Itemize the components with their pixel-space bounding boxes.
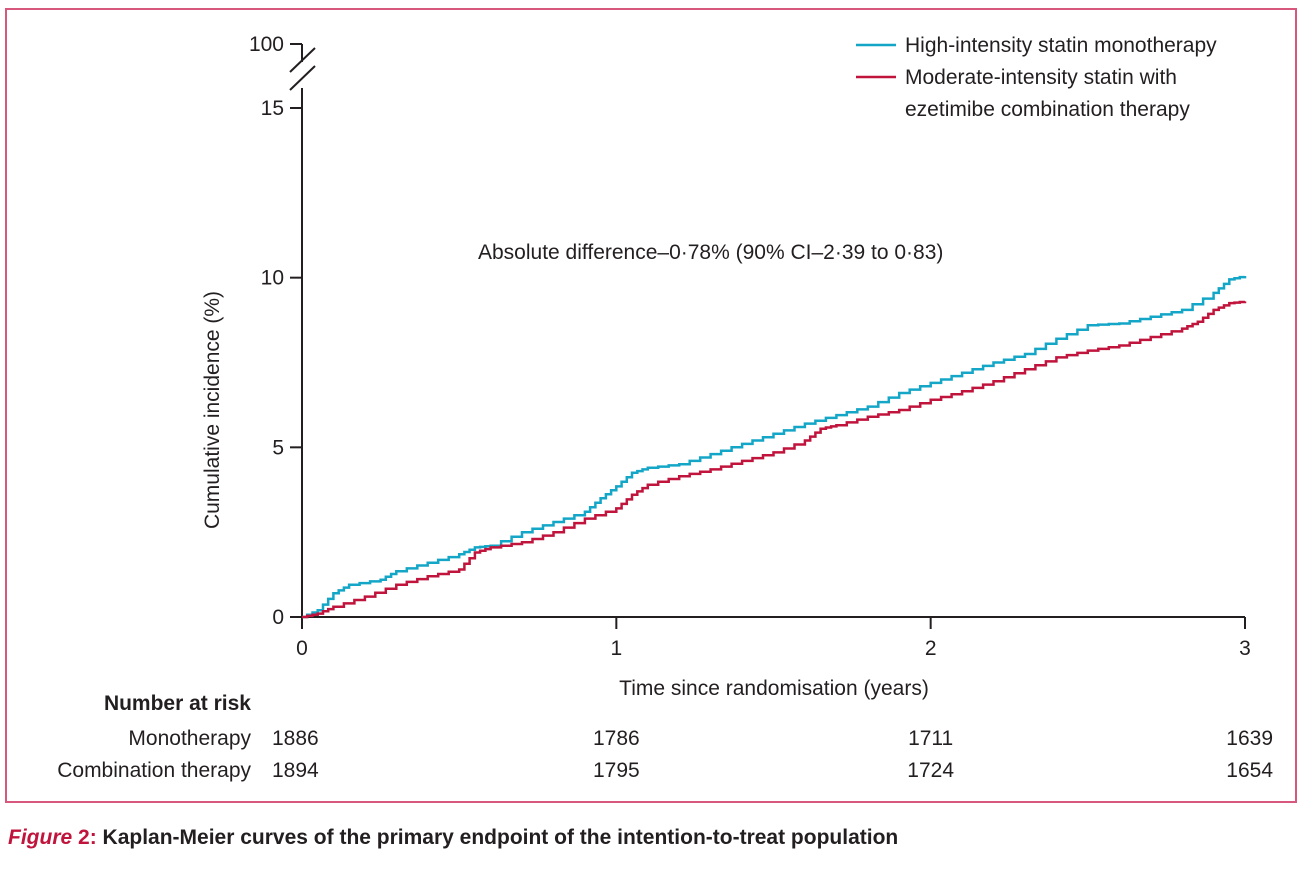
- risk-row-label-combination: Combination therapy: [57, 759, 251, 782]
- axes: 0 1 2 3 0 5 10 15 100: [249, 33, 1251, 660]
- risk-value-monotherapy-t0: 1886: [272, 727, 319, 750]
- figure-caption-text: Kaplan-Meier curves of the primary endpo…: [102, 826, 899, 849]
- legend: High-intensity statin monotherapy Modera…: [856, 34, 1217, 121]
- figure-number: 2:: [78, 826, 97, 849]
- x-axis-title: Time since randomisation (years): [619, 677, 929, 700]
- combination-curve: [302, 300, 1247, 619]
- risk-value-combination-t2: 1724: [907, 759, 954, 782]
- y-axis-break-mark-top: [289, 47, 316, 73]
- y-tick-label-100: 100: [249, 33, 284, 56]
- risk-value-monotherapy-t2: 1711: [908, 727, 953, 750]
- x-tick-label-1: 1: [610, 637, 622, 660]
- y-tick-label-0: 0: [272, 606, 284, 629]
- number-at-risk-table: Number at risk Monotherapy 1886 1786 1711 16…: [57, 692, 1273, 782]
- absolute-difference-annotation: Absolute difference–0·78% (90% CI–2·39 t…: [478, 241, 943, 264]
- risk-value-monotherapy-t1: 1786: [593, 727, 640, 750]
- number-at-risk-title: Number at risk: [104, 692, 251, 715]
- figure-frame: [5, 8, 1297, 803]
- series-layer: [302, 275, 1247, 619]
- legend-label-monotherapy: High-intensity statin monotherapy: [905, 34, 1217, 57]
- risk-value-combination-t3: 1654: [1226, 759, 1273, 782]
- x-tick-label-3: 3: [1239, 637, 1251, 660]
- y-axis-break-mark-bottom: [289, 65, 316, 91]
- y-axis-title: Cumulative incidence (%): [201, 291, 224, 529]
- y-tick-label-5: 5: [272, 436, 284, 459]
- monotherapy-curve: [302, 275, 1247, 619]
- y-tick-label-15: 15: [261, 97, 284, 120]
- legend-label-combination-line2: ezetimibe combination therapy: [905, 98, 1190, 121]
- x-tick-label-0: 0: [296, 637, 308, 660]
- figure-caption: Figure 2: Kaplan-Meier curves of the pri…: [8, 826, 898, 850]
- figure-label: Figure: [8, 826, 73, 849]
- x-tick-label-2: 2: [925, 637, 937, 660]
- y-tick-label-10: 10: [261, 267, 284, 290]
- risk-value-combination-t1: 1795: [593, 759, 640, 782]
- legend-label-combination-line1: Moderate-intensity statin with: [905, 66, 1177, 89]
- risk-value-combination-t0: 1894: [272, 759, 319, 782]
- risk-value-monotherapy-t3: 1639: [1226, 727, 1273, 750]
- risk-row-label-monotherapy: Monotherapy: [128, 727, 251, 750]
